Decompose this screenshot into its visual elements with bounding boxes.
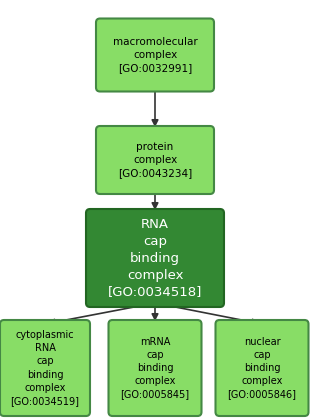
Text: mRNA
cap
binding
complex
[GO:0005845]: mRNA cap binding complex [GO:0005845] xyxy=(121,336,189,399)
FancyBboxPatch shape xyxy=(96,126,214,194)
Text: RNA
cap
binding
complex
[GO:0034518]: RNA cap binding complex [GO:0034518] xyxy=(108,217,202,298)
FancyBboxPatch shape xyxy=(86,209,224,307)
Text: nuclear
cap
binding
complex
[GO:0005846]: nuclear cap binding complex [GO:0005846] xyxy=(228,336,296,399)
Text: protein
complex
[GO:0043234]: protein complex [GO:0043234] xyxy=(118,142,192,178)
FancyBboxPatch shape xyxy=(96,18,214,91)
FancyBboxPatch shape xyxy=(0,320,90,416)
FancyBboxPatch shape xyxy=(215,320,308,416)
FancyBboxPatch shape xyxy=(108,320,202,416)
Text: cytoplasmic
RNA
cap
binding
complex
[GO:0034519]: cytoplasmic RNA cap binding complex [GO:… xyxy=(11,330,79,406)
Text: macromolecular
complex
[GO:0032991]: macromolecular complex [GO:0032991] xyxy=(113,37,197,73)
